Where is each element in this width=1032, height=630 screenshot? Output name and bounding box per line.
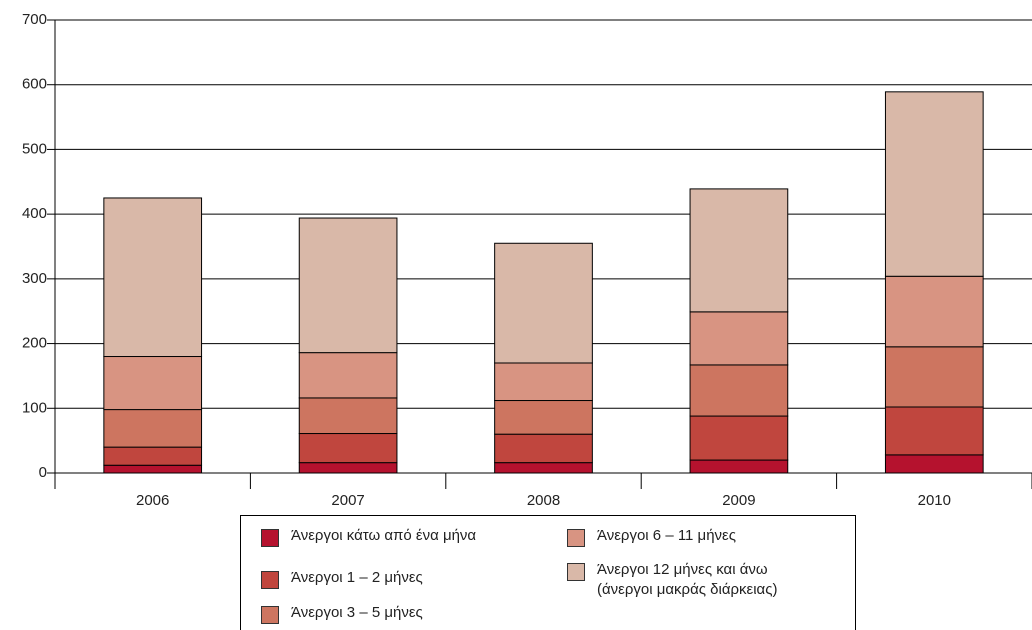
legend-label: Άνεργοι 1 – 2 μήνες <box>291 569 423 586</box>
chart: 0 100 200 300 400 500 600 700 2006 2007 2008 2009 20… <box>22 11 1032 509</box>
bar-segment <box>494 433 593 464</box>
legend-label: Άνεργοι κάτω από ένα μήνα <box>291 527 477 544</box>
legend-swatch <box>567 529 585 547</box>
x-tick-label: 2007 <box>331 492 364 509</box>
y-tick-label: 400 <box>22 205 47 222</box>
bar-segment <box>689 311 789 366</box>
legend-label: Άνεργοι 3 – 5 μήνες <box>291 604 423 621</box>
bar-segment <box>689 415 789 461</box>
bar-segment <box>689 364 789 417</box>
y-tick-label: 200 <box>22 335 47 352</box>
legend-item: Άνεργοι κάτω από ένα μήνα <box>261 527 477 547</box>
bar-segment <box>494 400 593 435</box>
bar-segment <box>884 454 984 474</box>
bar-segment <box>494 242 593 364</box>
bar-segment <box>103 464 203 474</box>
legend-item: Άνεργοι 12 μήνες και άνω (άνεργοι μακράς… <box>567 561 778 600</box>
bar-segment <box>298 352 398 399</box>
y-tick-label: 600 <box>22 76 47 93</box>
bar-segment <box>103 356 203 411</box>
legend: Άνεργοι κάτω από ένα μήνα Άνεργοι 1 – 2 μ… <box>240 515 856 630</box>
bar-segment <box>298 397 398 435</box>
bar-segment <box>884 346 984 408</box>
bar-segment <box>884 91 984 277</box>
legend-swatch <box>567 563 585 581</box>
x-tick-label: 2009 <box>722 492 755 509</box>
y-tick-label: 300 <box>22 270 47 287</box>
y-tick-label: 500 <box>22 140 47 157</box>
y-tick-label: 700 <box>22 11 47 28</box>
legend-label: Άνεργοι 6 – 11 μήνες <box>597 527 736 544</box>
bar-segment <box>884 406 984 456</box>
bar-segment <box>689 459 789 474</box>
bar-segment <box>689 188 789 313</box>
legend-label: Άνεργοι 12 μήνες και άνω (άνεργοι μακράς… <box>597 561 778 598</box>
legend-swatch <box>261 571 279 589</box>
legend-item: Άνεργοι 3 – 5 μήνες <box>261 604 423 624</box>
bar-segment <box>298 217 398 354</box>
bar-segment <box>494 362 593 402</box>
legend-item: Άνεργοι 1 – 2 μήνες <box>261 569 423 589</box>
x-tick-label: 2006 <box>136 492 169 509</box>
legend-swatch <box>261 606 279 624</box>
bar-segment <box>298 462 398 474</box>
y-tick-label: 100 <box>22 399 47 416</box>
x-tick-label: 2008 <box>527 492 560 509</box>
bar-segment <box>103 446 203 466</box>
x-tick-label: 2010 <box>918 492 951 509</box>
y-tick-label: 0 <box>39 464 47 481</box>
legend-swatch <box>261 529 279 547</box>
legend-item: Άνεργοι 6 – 11 μήνες <box>567 527 736 547</box>
bar-segment <box>103 197 203 358</box>
bar-segment <box>494 462 593 474</box>
bar-segment <box>103 409 203 448</box>
bar-segment <box>884 275 984 348</box>
bar-segment <box>298 433 398 464</box>
